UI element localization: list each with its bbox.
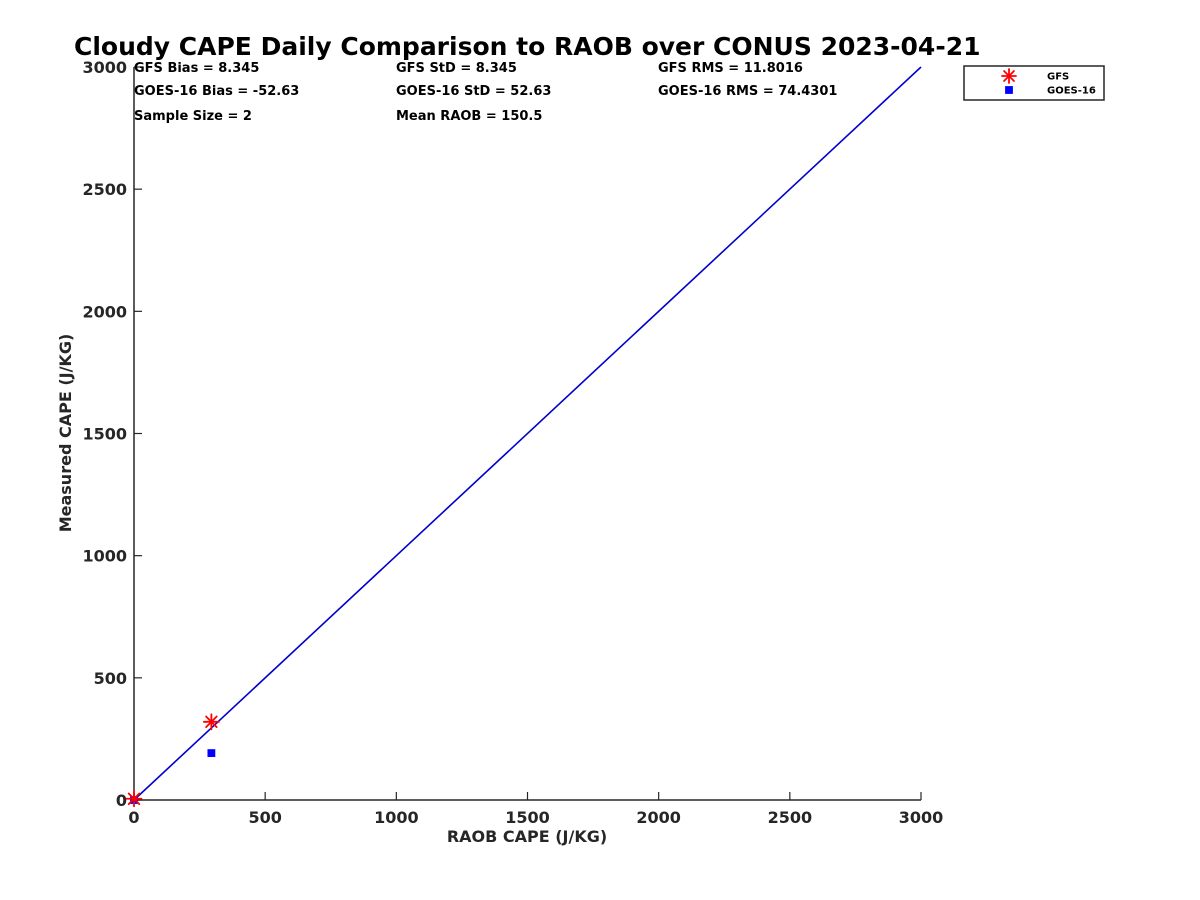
- legend-label: GFS: [1047, 72, 1069, 83]
- x-tick-label: 3000: [899, 808, 944, 827]
- stat-text: Sample Size = 2: [134, 109, 252, 124]
- one-to-one-line: [133, 66, 922, 801]
- y-tick-label: 1500: [82, 425, 127, 444]
- axes: 0 500 1000 1500 2000 2500 3000 0 500 1000 1500 2000…: [82, 58, 943, 827]
- stat-text: Mean RAOB = 150.5: [396, 109, 542, 124]
- y-tick-label: 0: [116, 791, 127, 810]
- goes16-legend-marker: [1005, 86, 1013, 94]
- stat-text: GFS StD = 8.345: [396, 61, 517, 76]
- x-tick-label: 500: [248, 808, 281, 827]
- x-axis-label: RAOB CAPE (J/KG): [447, 827, 607, 846]
- x-tick-label: 2500: [768, 808, 813, 827]
- gfs-point: [125, 790, 143, 808]
- y-tick-label: 2500: [82, 180, 127, 199]
- stat-text: GFS Bias = 8.345: [134, 61, 259, 76]
- y-tick-label: 1000: [82, 547, 127, 566]
- y-tick-label: 500: [94, 669, 127, 688]
- x-tick-label: 2000: [636, 808, 681, 827]
- stat-text: GOES-16 RMS = 74.4301: [658, 84, 837, 99]
- x-tick-label: 1500: [505, 808, 550, 827]
- x-tick-label: 0: [128, 808, 139, 827]
- stat-text: GOES-16 StD = 52.63: [396, 84, 551, 99]
- gfs-legend-marker: [1001, 68, 1017, 84]
- gfs-point: [202, 713, 220, 731]
- goes16-point: [207, 749, 216, 757]
- stat-text: GFS RMS = 11.8016: [658, 61, 803, 76]
- y-axis-label: Measured CAPE (J/KG): [56, 334, 75, 533]
- legend-box: [963, 65, 1105, 101]
- plot-area: [125, 66, 922, 808]
- y-tick-label: 2000: [82, 302, 127, 321]
- legend: GFS GOES-16: [963, 65, 1105, 101]
- stats-block: GFS Bias = 8.345 GFS StD = 8.345 GFS RMS =…: [134, 61, 837, 124]
- chart-title: Cloudy CAPE Daily Comparison to RAOB ove…: [74, 32, 980, 61]
- y-tick-label: 3000: [82, 58, 127, 77]
- x-tick-label: 1000: [374, 808, 419, 827]
- stat-text: GOES-16 Bias = -52.63: [134, 84, 299, 99]
- legend-label: GOES-16: [1047, 86, 1096, 97]
